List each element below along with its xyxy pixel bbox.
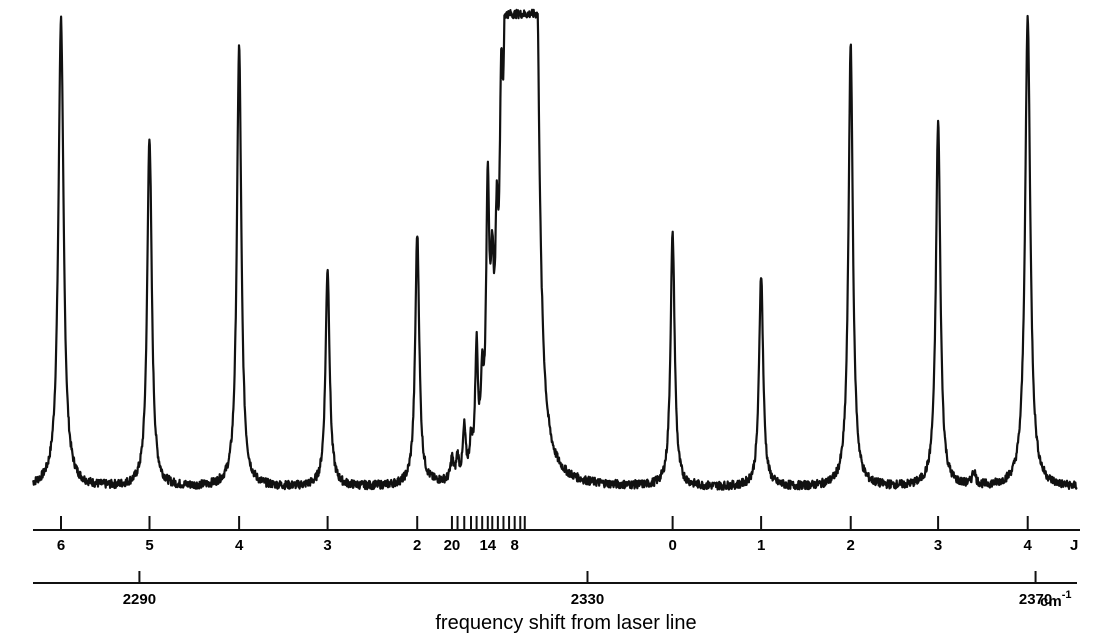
x-tick-label: 2370 (1019, 591, 1052, 608)
j-tick-label: 5 (145, 537, 153, 554)
x-tick-label: 2330 (571, 591, 604, 608)
j-tick-label: 14 (479, 537, 496, 554)
j-tick-label: 4 (1024, 537, 1033, 554)
j-axis-label: J (1070, 537, 1078, 554)
j-tick-label: 3 (934, 537, 942, 554)
j-tick-label: 2 (413, 537, 421, 554)
x-axis-title: frequency shift from laser line (435, 612, 696, 634)
frequency-unit-label: cm-1 (1040, 589, 1071, 610)
x-tick-group: 2290 2330 2370 (123, 571, 1052, 608)
j-tick-label: 4 (235, 537, 244, 554)
j-tick-label: 3 (323, 537, 331, 554)
unit-exponent: -1 (1062, 589, 1072, 601)
spectrum-trace (32, 8, 1078, 491)
j-tick-label: 6 (57, 537, 65, 554)
j-tick-group: 6 5 4 3 2 20 14 8 0 1 2 3 4 (57, 516, 1033, 554)
x-tick-label: 2290 (123, 591, 156, 608)
j-tick-label: 2 (847, 537, 855, 554)
j-tick-label: 1 (757, 537, 765, 554)
unit-base: cm (1040, 593, 1062, 610)
j-tick-label: 8 (511, 537, 519, 554)
j-tick-label: 20 (444, 537, 461, 554)
j-tick-label: 0 (668, 537, 676, 554)
